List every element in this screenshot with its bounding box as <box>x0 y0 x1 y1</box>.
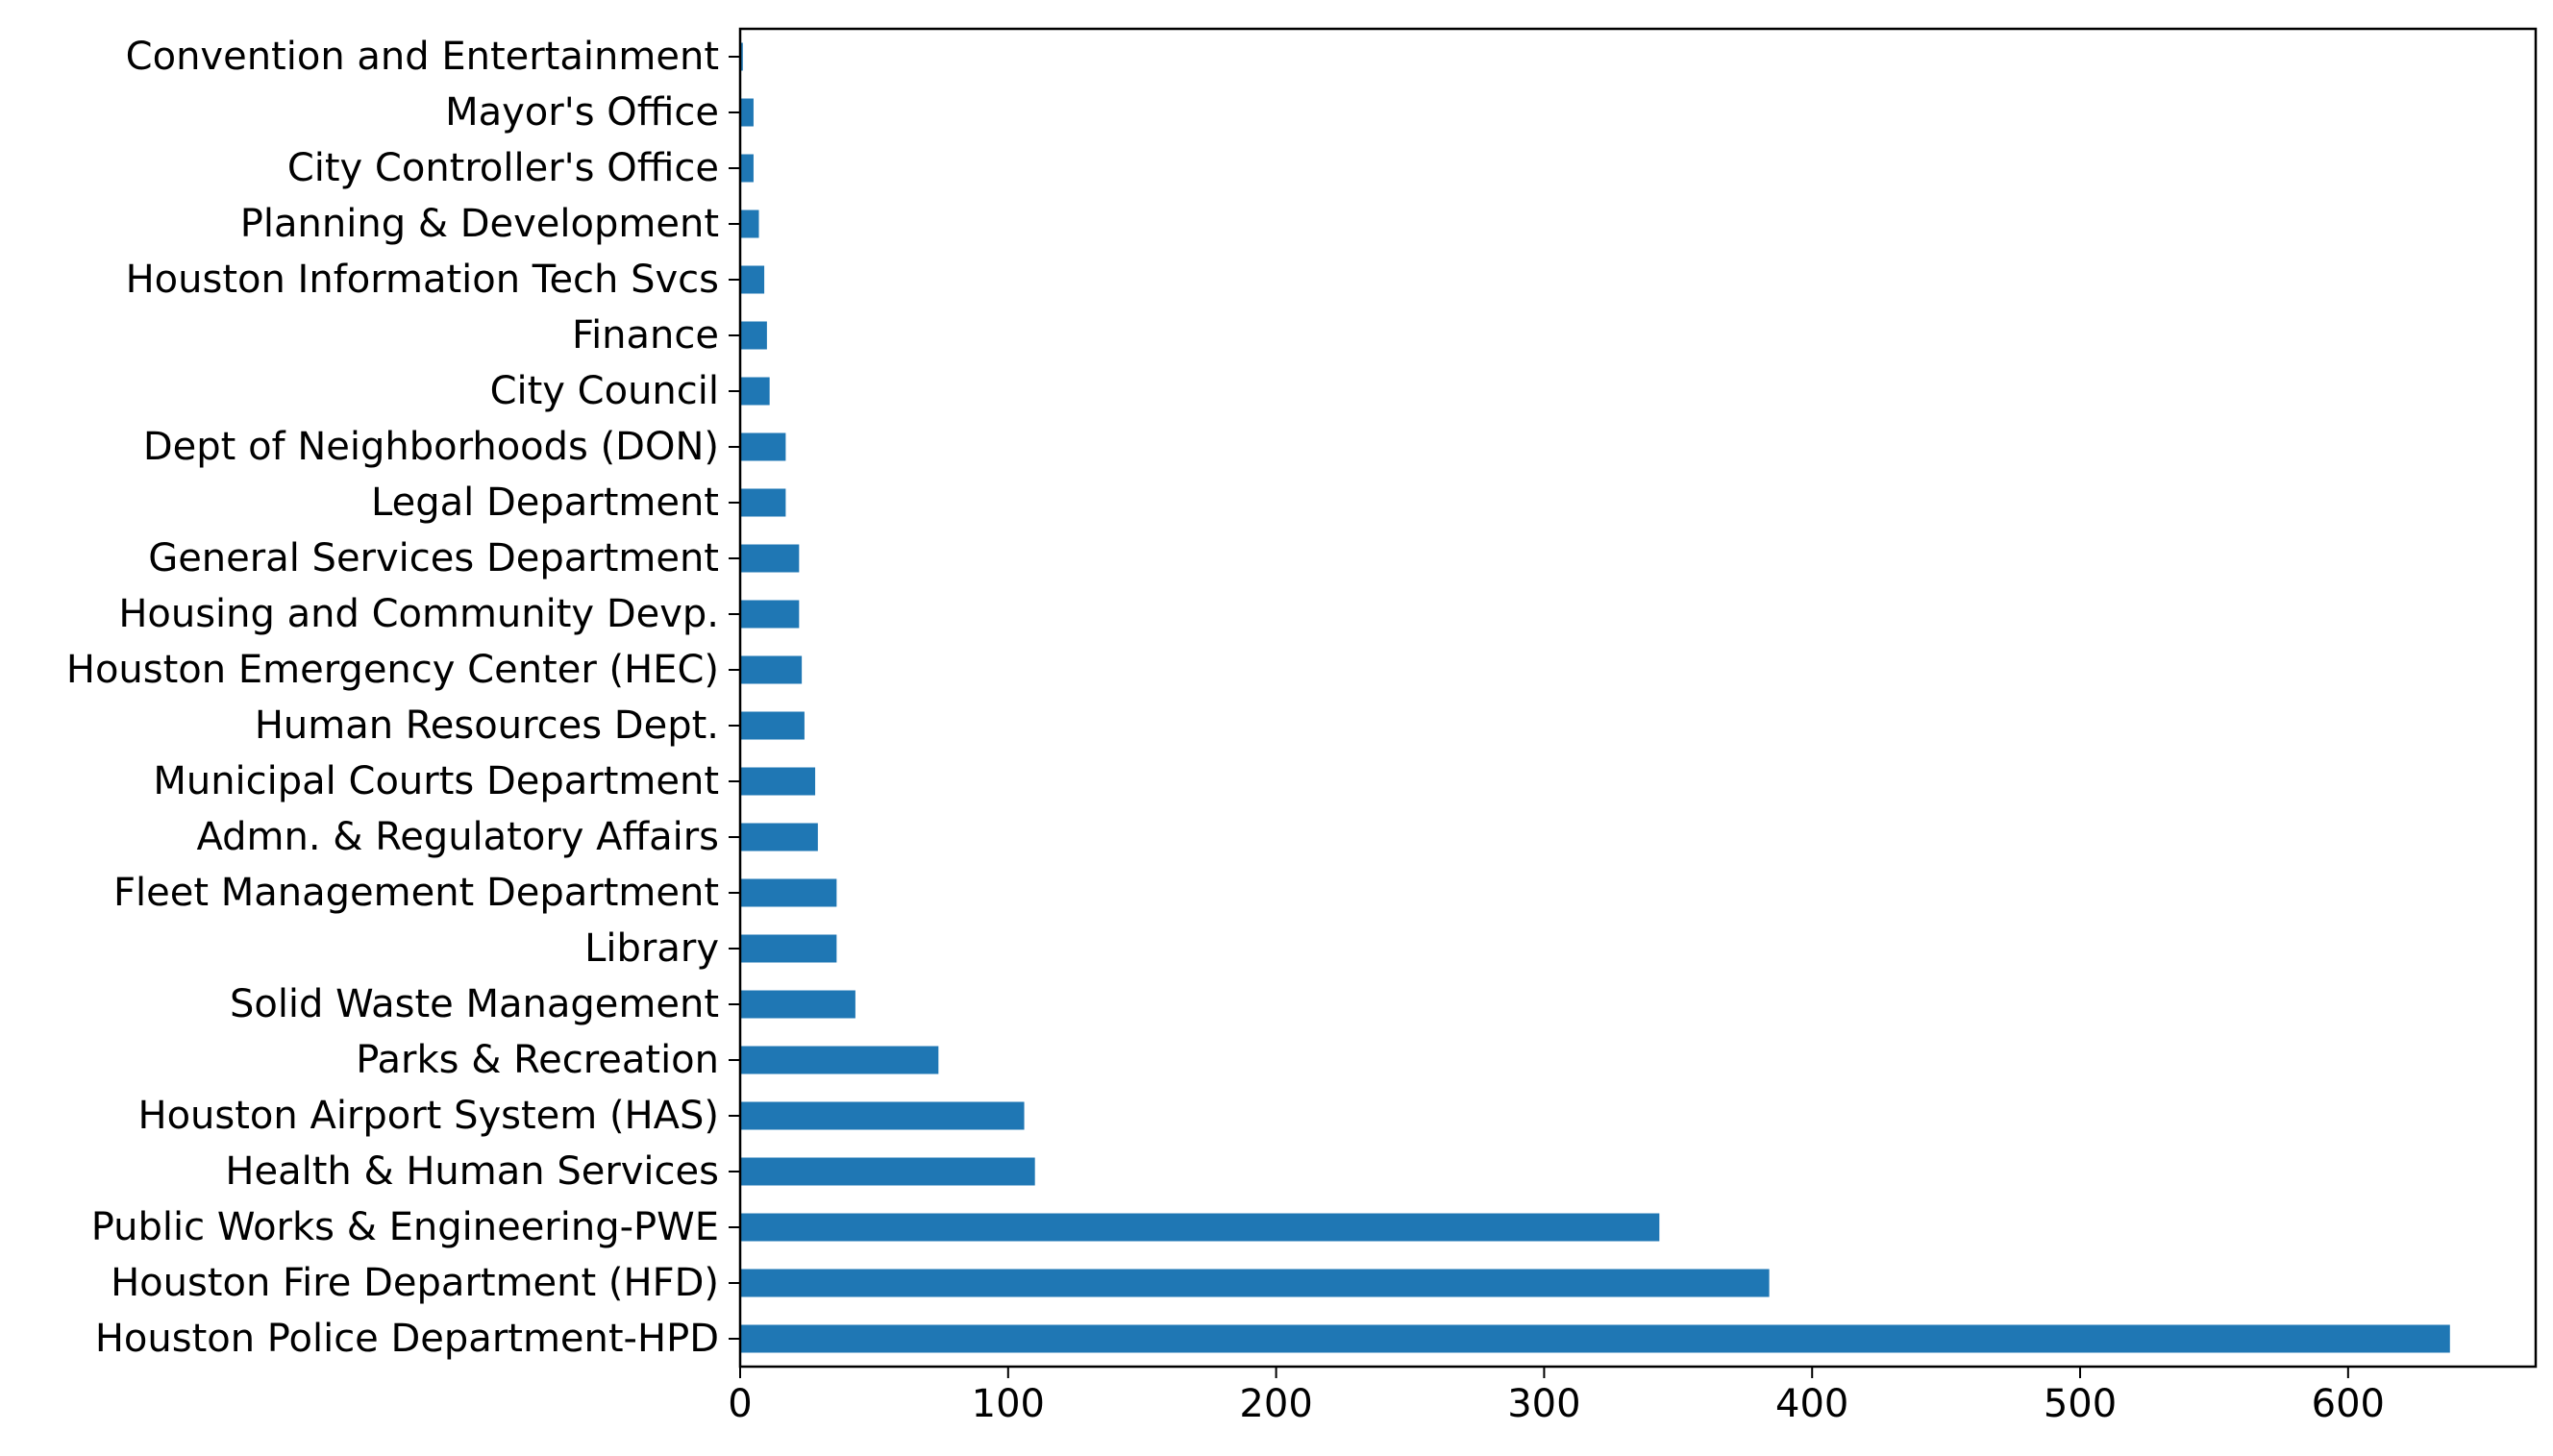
y-tick-label: Fleet Management Department <box>113 871 719 915</box>
bar <box>740 154 754 183</box>
y-tick-label: Houston Emergency Center (HEC) <box>66 648 719 692</box>
bar <box>740 600 800 629</box>
bar <box>740 1213 1660 1242</box>
y-tick-label: Public Works & Engineering-PWE <box>91 1205 719 1249</box>
y-tick-label: City Controller's Office <box>287 146 719 190</box>
y-tick-label: Solid Waste Management <box>230 982 719 1026</box>
y-tick-label: Convention and Entertainment <box>126 35 719 79</box>
y-tick-label: Finance <box>572 313 719 358</box>
bar <box>740 711 805 740</box>
y-tick-label: City Council <box>490 369 719 413</box>
x-tick-label: 400 <box>1775 1382 1848 1426</box>
y-tick-label: Library <box>584 926 719 971</box>
bar <box>740 1157 1035 1186</box>
y-tick-label: Dept of Neighborhoods (DON) <box>143 425 719 469</box>
y-tick-label: Mayor's Office <box>445 90 719 135</box>
bar <box>740 432 786 461</box>
y-tick-label: General Services Department <box>148 536 719 580</box>
bar <box>740 655 803 684</box>
x-tick-label: 300 <box>1507 1382 1580 1426</box>
bar <box>740 265 765 294</box>
bar <box>740 1269 1770 1297</box>
y-tick-label: Houston Fire Department (HFD) <box>111 1261 719 1305</box>
y-tick-label: Legal Department <box>371 481 719 525</box>
bar <box>740 878 837 907</box>
bar <box>740 98 754 127</box>
y-tick-label: Housing and Community Devp. <box>118 592 719 636</box>
y-tick-label: Houston Police Department-HPD <box>95 1317 719 1361</box>
y-tick-label: Admn. & Regulatory Affairs <box>197 815 720 859</box>
bar <box>740 1046 939 1074</box>
bars-group <box>740 42 2450 1353</box>
x-tick-label: 100 <box>972 1382 1045 1426</box>
y-tick-label: Health & Human Services <box>225 1149 719 1194</box>
y-axis: Houston Police Department-HPD Houston Fir… <box>66 35 740 1361</box>
x-tick-label: 200 <box>1239 1382 1312 1426</box>
bar <box>740 42 743 71</box>
x-tick-label: 0 <box>728 1382 752 1426</box>
y-tick-label: Houston Information Tech Svcs <box>126 258 719 302</box>
bar <box>740 1324 2450 1353</box>
bar <box>740 1101 1025 1130</box>
bar <box>740 544 800 573</box>
bar <box>740 767 816 796</box>
bar <box>740 823 818 851</box>
bar <box>740 377 770 406</box>
y-tick-label: Human Resources Dept. <box>255 703 719 748</box>
y-tick-label: Municipal Courts Department <box>153 759 719 803</box>
x-axis: 0 100 200 300 400 500 600 <box>728 1367 2385 1426</box>
y-tick-label: Planning & Development <box>240 202 719 246</box>
bar <box>740 934 837 963</box>
y-tick-label: Parks & Recreation <box>356 1038 719 1082</box>
bar <box>740 990 855 1019</box>
y-tick-label: Houston Airport System (HAS) <box>137 1094 719 1138</box>
plot-frame <box>738 27 2538 1369</box>
bar <box>740 321 767 350</box>
bar <box>740 210 759 238</box>
x-tick-label: 600 <box>2312 1382 2385 1426</box>
bar <box>740 488 786 517</box>
x-tick-label: 500 <box>2044 1382 2117 1426</box>
